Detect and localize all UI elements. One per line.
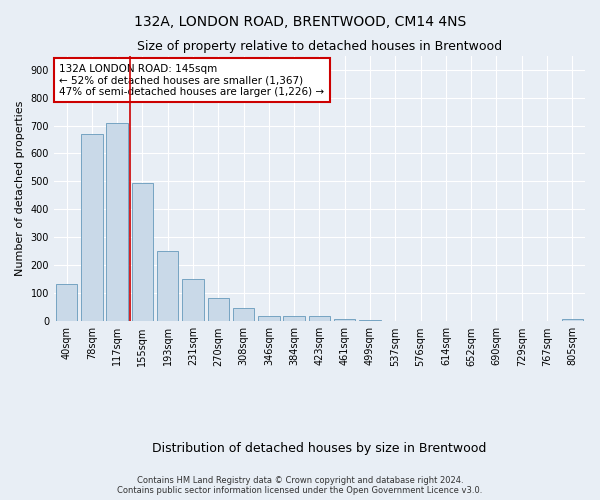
Bar — [435, 321, 457, 322]
X-axis label: Distribution of detached houses by size in Brentwood: Distribution of detached houses by size … — [152, 442, 487, 455]
Y-axis label: Number of detached properties: Number of detached properties — [15, 101, 25, 276]
Bar — [511, 321, 533, 322]
Bar — [334, 318, 355, 322]
Bar — [208, 298, 229, 322]
Text: Contains HM Land Registry data © Crown copyright and database right 2024.
Contai: Contains HM Land Registry data © Crown c… — [118, 476, 482, 495]
Bar — [258, 316, 280, 322]
Bar — [385, 320, 406, 322]
Bar — [359, 320, 381, 322]
Bar — [56, 284, 77, 322]
Bar — [309, 316, 330, 322]
Text: 132A LONDON ROAD: 145sqm
← 52% of detached houses are smaller (1,367)
47% of sem: 132A LONDON ROAD: 145sqm ← 52% of detach… — [59, 64, 325, 96]
Bar — [157, 252, 178, 322]
Bar — [536, 321, 558, 322]
Title: Size of property relative to detached houses in Brentwood: Size of property relative to detached ho… — [137, 40, 502, 53]
Bar — [460, 321, 482, 322]
Bar — [106, 122, 128, 322]
Bar — [283, 316, 305, 322]
Bar — [410, 321, 431, 322]
Bar — [233, 308, 254, 322]
Bar — [562, 318, 583, 322]
Bar — [486, 321, 507, 322]
Bar — [182, 280, 204, 322]
Bar — [131, 184, 153, 322]
Bar — [81, 134, 103, 322]
Text: 132A, LONDON ROAD, BRENTWOOD, CM14 4NS: 132A, LONDON ROAD, BRENTWOOD, CM14 4NS — [134, 15, 466, 29]
